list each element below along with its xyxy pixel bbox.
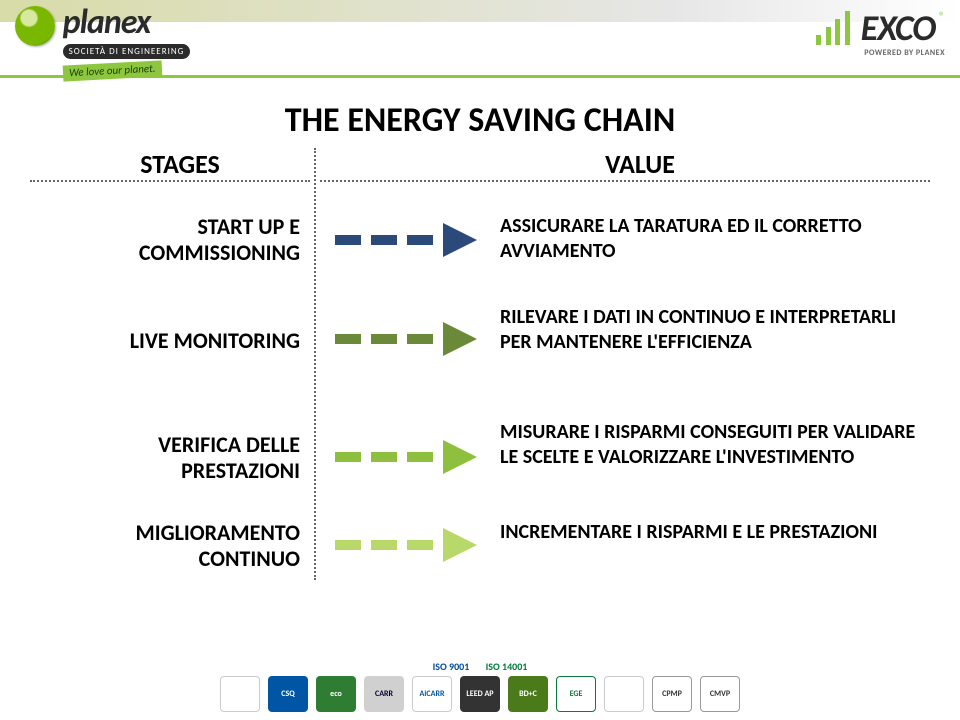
badge-2: eco [316, 676, 356, 712]
arrow-dash [371, 452, 397, 462]
arrow-3 [335, 530, 485, 560]
badge-6: BD+C [508, 676, 548, 712]
badge-3: CARR [364, 676, 404, 712]
value-text-0: ASSICURARE LA TARATURA ED IL CORRETTO AV… [500, 214, 920, 264]
arrow-0 [335, 225, 485, 255]
registered-icon: ® [939, 10, 945, 24]
value-text-1: RILEVARE I DATI IN CONTINUO E INTERPRETA… [500, 305, 920, 355]
stage-label-3: MIGLIORAMENTO CONTINUO [40, 520, 300, 573]
exco-word: EXCO [861, 10, 936, 46]
exco-logo: EXCO ® POWERED BY PLANEX [816, 10, 945, 58]
arrow-1 [335, 324, 485, 354]
arrow-dash [407, 452, 433, 462]
arrow-dash [335, 235, 361, 245]
arrow-dash [371, 235, 397, 245]
arrow-head-icon [443, 528, 477, 562]
planex-logo: planex SOCIETÀ DI ENGINEERING We love ou… [15, 6, 190, 79]
globe-icon [15, 6, 55, 46]
arrow-head-icon [443, 322, 477, 356]
iso-labels: ISO 9001 ISO 14001 [0, 660, 960, 673]
dotted-line-left [30, 180, 310, 182]
stage-label-2: VERIFICA DELLE PRESTAZIONI [40, 432, 300, 485]
arrow-dash [335, 452, 361, 462]
arrow-head-icon [443, 223, 477, 257]
planex-tagline: We love our planet. [62, 60, 161, 81]
page-title: THE ENERGY SAVING CHAIN [0, 100, 960, 141]
badge-10: CMVP [700, 676, 740, 712]
badge-8 [604, 676, 644, 712]
arrow-head-icon [443, 440, 477, 474]
value-text-3: INCREMENTARE I RISPARMI E LE PRESTAZIONI [500, 520, 920, 545]
exco-subtitle: POWERED BY PLANEX [816, 48, 945, 58]
stage-label-0: START UP E COMMISSIONING [40, 214, 300, 267]
arrow-dash [407, 334, 433, 344]
badge-0 [220, 676, 260, 712]
planex-subtitle: SOCIETÀ DI ENGINEERING [63, 44, 191, 59]
dotted-line-right [320, 180, 930, 182]
arrow-dash [371, 540, 397, 550]
dotted-line-vertical [314, 148, 316, 580]
arrow-dash [407, 235, 433, 245]
planex-word: planex [63, 2, 151, 43]
certification-badges: CSQecoCARRAiCARRLEED APBD+CEGE CPMPCMVP [0, 676, 960, 712]
header-bar: planex SOCIETÀ DI ENGINEERING We love ou… [0, 0, 960, 78]
arrow-dash [335, 334, 361, 344]
value-text-2: MISURARE I RISPARMI CONSEGUITI PER VALID… [500, 420, 920, 470]
stage-label-1: LIVE MONITORING [40, 328, 300, 354]
footer: ISO 9001 ISO 14001 CSQecoCARRAiCARRLEED … [0, 660, 960, 712]
iso-14001: ISO 14001 [486, 660, 528, 673]
arrow-dash [335, 540, 361, 550]
badge-4: AiCARR [412, 676, 452, 712]
badge-7: EGE [556, 676, 596, 712]
arrow-2 [335, 442, 485, 472]
iso-9001: ISO 9001 [433, 660, 470, 673]
value-header: VALUE [400, 148, 880, 180]
badge-9: CPMP [652, 676, 692, 712]
arrow-dash [407, 540, 433, 550]
stages-header: STAGES [60, 148, 300, 180]
badge-5: LEED AP [460, 676, 500, 712]
exco-bars-icon [816, 11, 851, 45]
badge-1: CSQ [268, 676, 308, 712]
arrow-dash [371, 334, 397, 344]
